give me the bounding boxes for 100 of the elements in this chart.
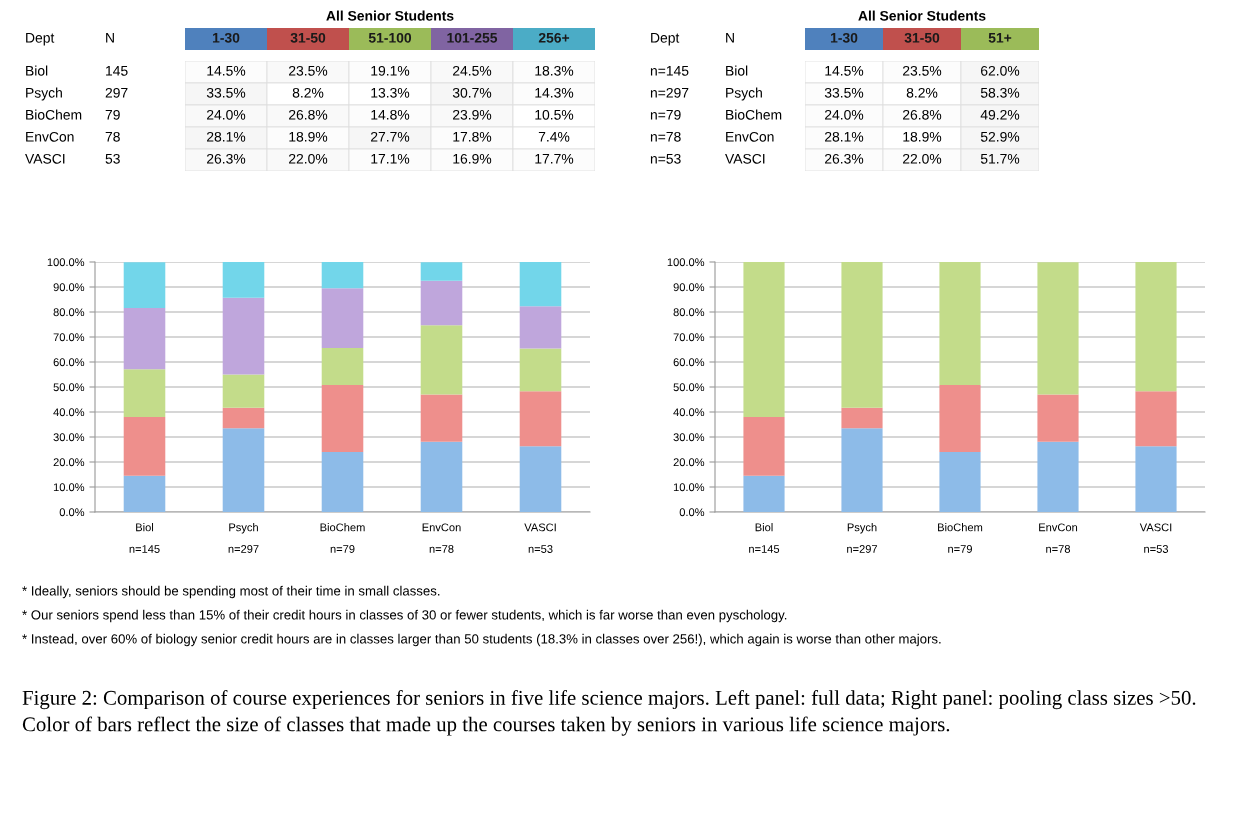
data-label: 7.4%: [538, 131, 570, 142]
y2-tick-label: n=79: [650, 109, 681, 120]
y-tick-label: EnvCon: [726, 131, 774, 142]
chart-title: All Senior Students: [326, 10, 454, 21]
bar: [1037, 394, 1079, 442]
data-label: 17.8%: [453, 131, 492, 142]
bar: [1135, 262, 1177, 392]
y2-tick-label: n=145: [650, 66, 689, 76]
bar: [420, 280, 463, 326]
bar: [743, 475, 785, 512]
category-label: Biol n=145: [129, 523, 160, 553]
data-label: 23.9%: [453, 109, 492, 120]
x-tick-label: 256+: [538, 32, 570, 43]
data-label: 8.2%: [292, 87, 324, 98]
data-label: 30.7%: [452, 87, 492, 98]
category-label: BioChem n=79: [938, 523, 983, 553]
bar: [123, 417, 166, 476]
y2-axis-title: N: [106, 33, 114, 43]
bar: [519, 446, 562, 512]
data-label: 8.2%: [906, 87, 938, 98]
bar: [841, 428, 883, 512]
y-tick-label: 20.0%: [673, 458, 705, 467]
bar: [123, 369, 166, 417]
bar: [743, 262, 785, 417]
data-label: 18.9%: [903, 131, 942, 142]
data-label: 24.0%: [207, 109, 246, 120]
y-axis-title: Dept: [26, 33, 55, 46]
data-label: 17.1%: [371, 153, 410, 164]
data-label: 23.5%: [903, 65, 942, 76]
data-label: 26.8%: [289, 109, 328, 120]
data-label: 23.5%: [289, 65, 328, 76]
data-label: 28.1%: [207, 131, 246, 142]
data-label: 18.3%: [535, 65, 574, 76]
data-label: 24.0%: [825, 109, 864, 120]
category-label: Biol n=145: [749, 523, 780, 553]
data-label: 62.0%: [981, 65, 1020, 76]
y-tick-label: 50.0%: [673, 383, 705, 392]
caption: Figure 2: Comparison of course experiences for seniors in five life science majors. Left panel: full data; Right panel: pooling class sizes >50. Color of bars reflect the size of classes that made up the courses taken by seniors in various life science majors.: [22, 690, 1196, 736]
bar: [222, 262, 265, 298]
bar: [321, 348, 364, 385]
y-tick-label: BioChem: [726, 109, 782, 120]
data-label: 33.5%: [824, 87, 864, 98]
bar: [123, 262, 166, 308]
text: * Ideally, seniors should be spending most of their time in small classes.: [22, 585, 440, 599]
data-label: 13.3%: [371, 87, 410, 98]
data-label: 14.3%: [535, 87, 574, 98]
y-tick-label: 10.0%: [673, 483, 705, 492]
x-tick-label: 51-100: [368, 32, 412, 43]
y2-tick-label: 297: [105, 87, 128, 98]
y2-tick-label: 145: [106, 66, 128, 76]
y-tick-label: 0.0%: [59, 508, 85, 517]
data-label: 10.5%: [535, 109, 574, 120]
bar: [420, 325, 463, 395]
y-tick-label: Psych: [726, 87, 762, 101]
y-tick-label: 60.0%: [673, 358, 705, 367]
data-label: 26.3%: [207, 153, 246, 164]
y-tick-label: 0.0%: [679, 508, 705, 517]
bar: [321, 288, 364, 348]
bar: [420, 262, 463, 281]
y-tick-label: Biol: [726, 65, 748, 76]
data-label: 17.7%: [535, 153, 574, 164]
category-label: EnvCon n=78: [422, 523, 461, 553]
y-tick-label: VASCI: [25, 153, 65, 164]
bar: [321, 452, 364, 512]
data-label: 33.5%: [206, 87, 246, 98]
bar: [841, 262, 883, 408]
y2-tick-label: 78: [105, 131, 120, 142]
bar: [841, 407, 883, 429]
category-label: VASCI n=53: [1139, 523, 1172, 553]
y2-tick-label: n=78: [650, 131, 681, 142]
y-tick-label: 50.0%: [53, 383, 85, 392]
y-tick-label: BioChem: [26, 109, 82, 120]
x-tick-label: 51+: [988, 33, 1012, 43]
bar: [222, 407, 265, 429]
bar: [222, 297, 265, 375]
bar: [519, 306, 562, 349]
y-tick-label: 30.0%: [53, 433, 85, 442]
y-tick-label: EnvCon: [26, 131, 74, 142]
y2-axis-title: N: [726, 33, 734, 43]
bar: [222, 374, 265, 408]
y-tick-label: 40.0%: [673, 408, 705, 417]
data-label: 18.9%: [289, 131, 328, 142]
y2-tick-label: n=297: [650, 87, 689, 98]
data-label: 22.0%: [903, 153, 942, 164]
y-tick-label: 30.0%: [673, 433, 705, 442]
y2-tick-label: n=53: [650, 153, 681, 164]
data-label: 26.8%: [903, 109, 942, 120]
y-tick-label: 60.0%: [53, 358, 85, 367]
data-label: 52.9%: [980, 131, 1020, 142]
x-tick-label: Psych n=297: [228, 523, 259, 553]
y-tick-label: 10.0%: [53, 483, 85, 492]
data-label: 26.3%: [825, 153, 864, 164]
data-label: 22.0%: [289, 153, 328, 164]
bar: [743, 417, 785, 476]
bar: [420, 394, 463, 442]
x-tick-label: 31-50: [904, 32, 940, 43]
bar: [939, 385, 981, 452]
y-tick-label: VASCI: [725, 153, 765, 164]
x-tick-label: 1-30: [830, 32, 858, 43]
bar: [1135, 446, 1177, 512]
